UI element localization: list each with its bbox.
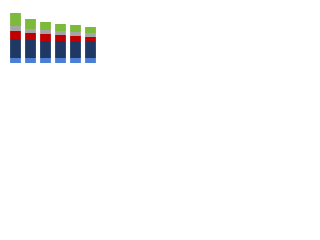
bar-segment xyxy=(25,33,36,40)
bar-segment xyxy=(85,58,96,63)
bar-segment xyxy=(40,30,51,34)
bar-segment xyxy=(70,36,81,42)
bar-segment xyxy=(55,24,66,31)
bar-segment xyxy=(25,40,36,58)
bar-segment xyxy=(70,25,81,32)
bar-segment xyxy=(85,37,96,42)
bar-segment xyxy=(40,41,51,58)
bar-segment xyxy=(10,13,21,26)
bar-segment xyxy=(55,31,66,35)
bar-segment xyxy=(55,35,66,41)
bar-segment xyxy=(40,34,51,41)
bar-segment xyxy=(25,58,36,63)
bar-segment xyxy=(10,39,21,58)
bar-segment xyxy=(85,33,96,37)
bar-segment xyxy=(70,32,81,36)
bar-segment xyxy=(85,42,96,58)
bar-segment xyxy=(40,22,51,30)
chart xyxy=(10,13,96,63)
bar-segment xyxy=(25,19,36,29)
bar-segment xyxy=(85,27,96,33)
bar-segment xyxy=(10,31,21,39)
bar-segment xyxy=(55,58,66,63)
bar-segment xyxy=(70,58,81,63)
bar-segment xyxy=(10,58,21,63)
bar-segment xyxy=(25,29,36,33)
bar-segment xyxy=(40,58,51,63)
bar-segment xyxy=(70,42,81,58)
bar-segment xyxy=(10,26,21,31)
bar-segment xyxy=(55,41,66,58)
